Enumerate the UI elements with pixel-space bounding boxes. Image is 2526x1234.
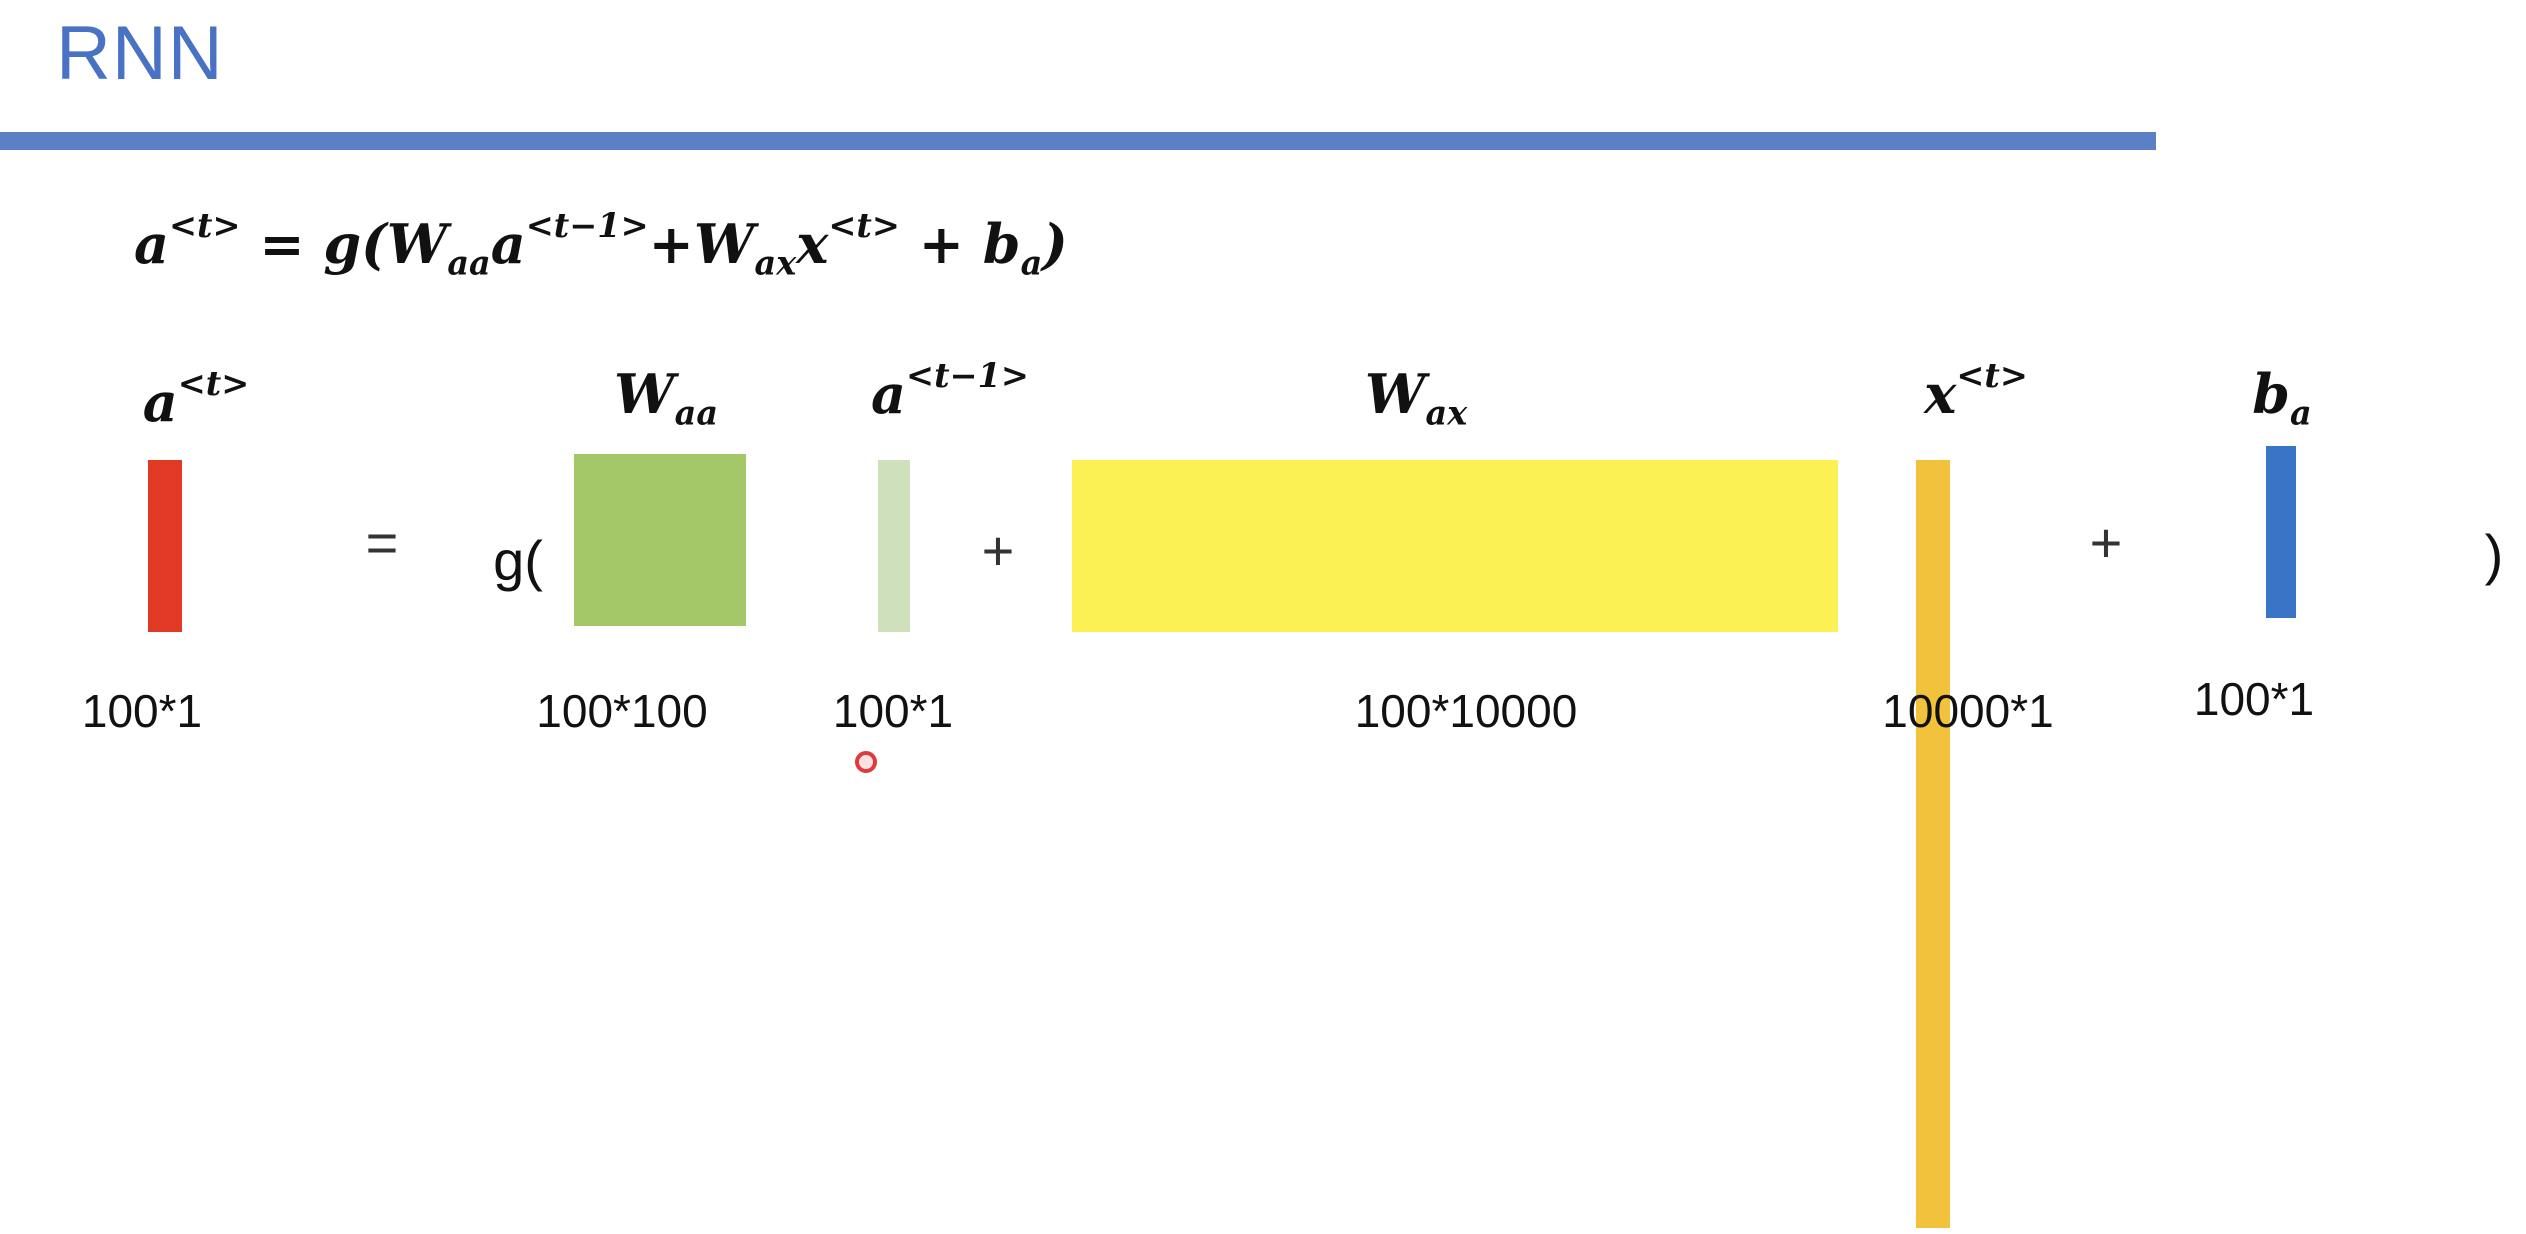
eq-plus-2: + [899,212,983,276]
label-w-ax-base: W [1364,362,1426,426]
eq-lhs-sup: <t> [169,205,241,245]
eq-plus-1: + [648,212,694,276]
label-a-t: a<t> [142,367,250,434]
plus-sign-2: + [2089,511,2123,574]
eq-w1: W [386,212,448,276]
dim-w-ax: 100*10000 [1354,685,1578,737]
eq-a-prev-sup: <t−1> [525,205,649,245]
eq-a-prev: a [490,212,526,276]
dim-x-t: 10000*1 [1882,685,2054,737]
dim-w-aa: 100*100 [536,685,708,737]
label-a-prev-base: a [871,362,907,426]
g-open-paren: g( [493,529,543,592]
title-underline [0,132,2156,150]
vector-x-t [1916,460,1950,1228]
close-paren: ) [2484,523,2504,586]
matrix-w-aa [574,454,746,626]
label-a-prev-sup: <t−1> [906,355,1029,395]
eq-b: b [982,212,1021,276]
equals-sign: = [365,511,399,574]
eq-close: ) [1042,212,1068,276]
label-w-aa: Waa [613,362,718,430]
eq-w1-sub: aa [447,243,491,283]
vector-b-a [2266,446,2296,618]
rnn-equation: a<t> = g(Waaa<t−1>+Waxx<t> + ba) [134,209,1068,280]
matrix-w-ax [1072,460,1838,632]
label-b-a: ba [2252,362,2311,430]
eq-x: x [796,212,829,276]
dim-b-a: 100*1 [2193,673,2315,725]
label-w-ax-sub: ax [1425,393,1468,433]
eq-w2: W [693,212,755,276]
pointer-cursor-dot [855,751,877,773]
plus-sign-1: + [981,519,1015,582]
label-x-t-base: x [1924,362,1957,426]
label-w-ax: Wax [1364,362,1467,430]
vector-a-prev [878,460,910,632]
label-x-t-sup: <t> [1956,355,2028,395]
dim-a-t: 100*1 [81,685,203,737]
label-a-t-sup: <t> [177,363,250,403]
label-b-a-sub: a [2290,393,2312,433]
eq-equals: = [240,212,324,276]
slide-title: RNN [56,11,224,96]
label-x-t: x<t> [1924,359,2028,426]
vector-a-t [148,460,182,632]
eq-b-sub: a [1020,243,1043,283]
dim-a-prev: 100*1 [832,685,954,737]
label-b-a-base: b [2252,362,2291,426]
label-a-prev: a<t−1> [871,359,1029,426]
eq-lhs: a [134,212,169,276]
eq-g-open: g( [323,212,387,276]
label-a-t-base: a [142,370,178,434]
eq-w2-sub: ax [754,243,797,283]
label-w-aa-base: W [613,362,675,426]
eq-x-sup: <t> [828,205,900,245]
label-w-aa-sub: aa [674,393,719,433]
